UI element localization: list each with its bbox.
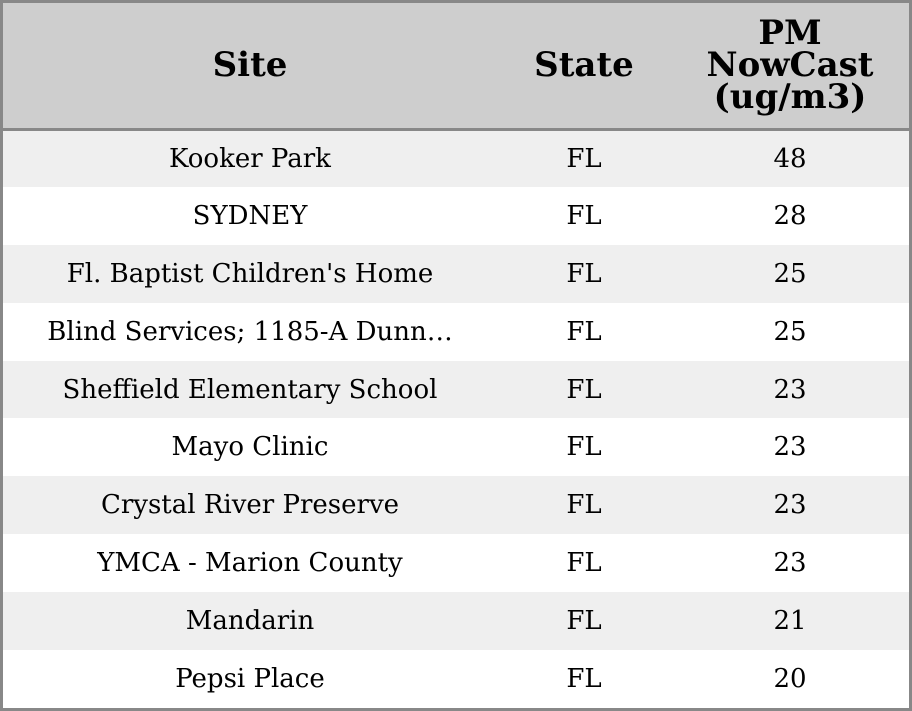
- column-header-site: Site: [3, 3, 497, 131]
- header-row: Site State PM NowCast (ug/m3): [3, 3, 909, 131]
- column-header-pm-nowcast: PM NowCast (ug/m3): [671, 3, 909, 131]
- table-row: Crystal River Preserve FL 23: [3, 476, 909, 535]
- cell-site: SYDNEY: [192, 200, 308, 231]
- column-header-state: State: [497, 3, 671, 131]
- table-row: Mandarin FL 21: [3, 592, 909, 651]
- cell-pm-nowcast: 25: [773, 258, 807, 289]
- cell-site: Mayo Clinic: [171, 432, 329, 463]
- table-header: Site State PM NowCast (ug/m3): [3, 3, 909, 131]
- cell-pm-nowcast: 23: [773, 374, 807, 405]
- cell-state: FL: [566, 200, 602, 231]
- pm-nowcast-table: Site State PM NowCast (ug/m3) Kooker Park F…: [3, 3, 909, 708]
- cell-site: Fl. Baptist Children's Home: [66, 258, 434, 289]
- cell-pm-nowcast: 25: [773, 316, 807, 347]
- cell-pm-nowcast: 23: [773, 432, 807, 463]
- cell-pm-nowcast: 23: [773, 548, 807, 579]
- cell-state: FL: [566, 490, 602, 521]
- table-row: Mayo Clinic FL 23: [3, 418, 909, 477]
- cell-pm-nowcast: 20: [773, 663, 807, 694]
- cell-site: Pepsi Place: [175, 663, 325, 694]
- cell-pm-nowcast: 21: [773, 606, 807, 637]
- cell-state: FL: [566, 316, 602, 347]
- cell-pm-nowcast: 23: [773, 490, 807, 521]
- cell-state: FL: [566, 143, 602, 174]
- cell-state: FL: [566, 374, 602, 405]
- cell-state: FL: [566, 258, 602, 289]
- table-row: Sheffield Elementary School FL 23: [3, 360, 909, 419]
- cell-state: FL: [566, 663, 602, 694]
- table-row: Pepsi Place FL 20: [3, 650, 909, 708]
- cell-site: Mandarin: [185, 606, 315, 637]
- table-row: SYDNEY FL 28: [3, 186, 909, 245]
- table-body: Kooker Park FL 48 SYDNEY FL 28 Fl. Baptist Chi…: [3, 129, 909, 708]
- cell-pm-nowcast: 48: [773, 143, 807, 174]
- table-row: Fl. Baptist Children's Home FL 25: [3, 244, 909, 303]
- cell-pm-nowcast: 28: [773, 200, 807, 231]
- cell-state: FL: [566, 606, 602, 637]
- cell-site: Kooker Park: [169, 143, 331, 174]
- table-row: Kooker Park FL 48: [3, 129, 909, 187]
- cell-site: YMCA - Marion County: [97, 548, 403, 579]
- cell-state: FL: [566, 432, 602, 463]
- cell-site: Crystal River Preserve: [100, 490, 400, 521]
- table-row: YMCA - Marion County FL 23: [3, 534, 909, 593]
- cell-state: FL: [566, 548, 602, 579]
- cell-site: Blind Services; 1185-A Dunn…: [47, 316, 453, 347]
- cell-site: Sheffield Elementary School: [62, 374, 438, 405]
- table-row: Blind Services; 1185-A Dunn… FL 25: [3, 302, 909, 361]
